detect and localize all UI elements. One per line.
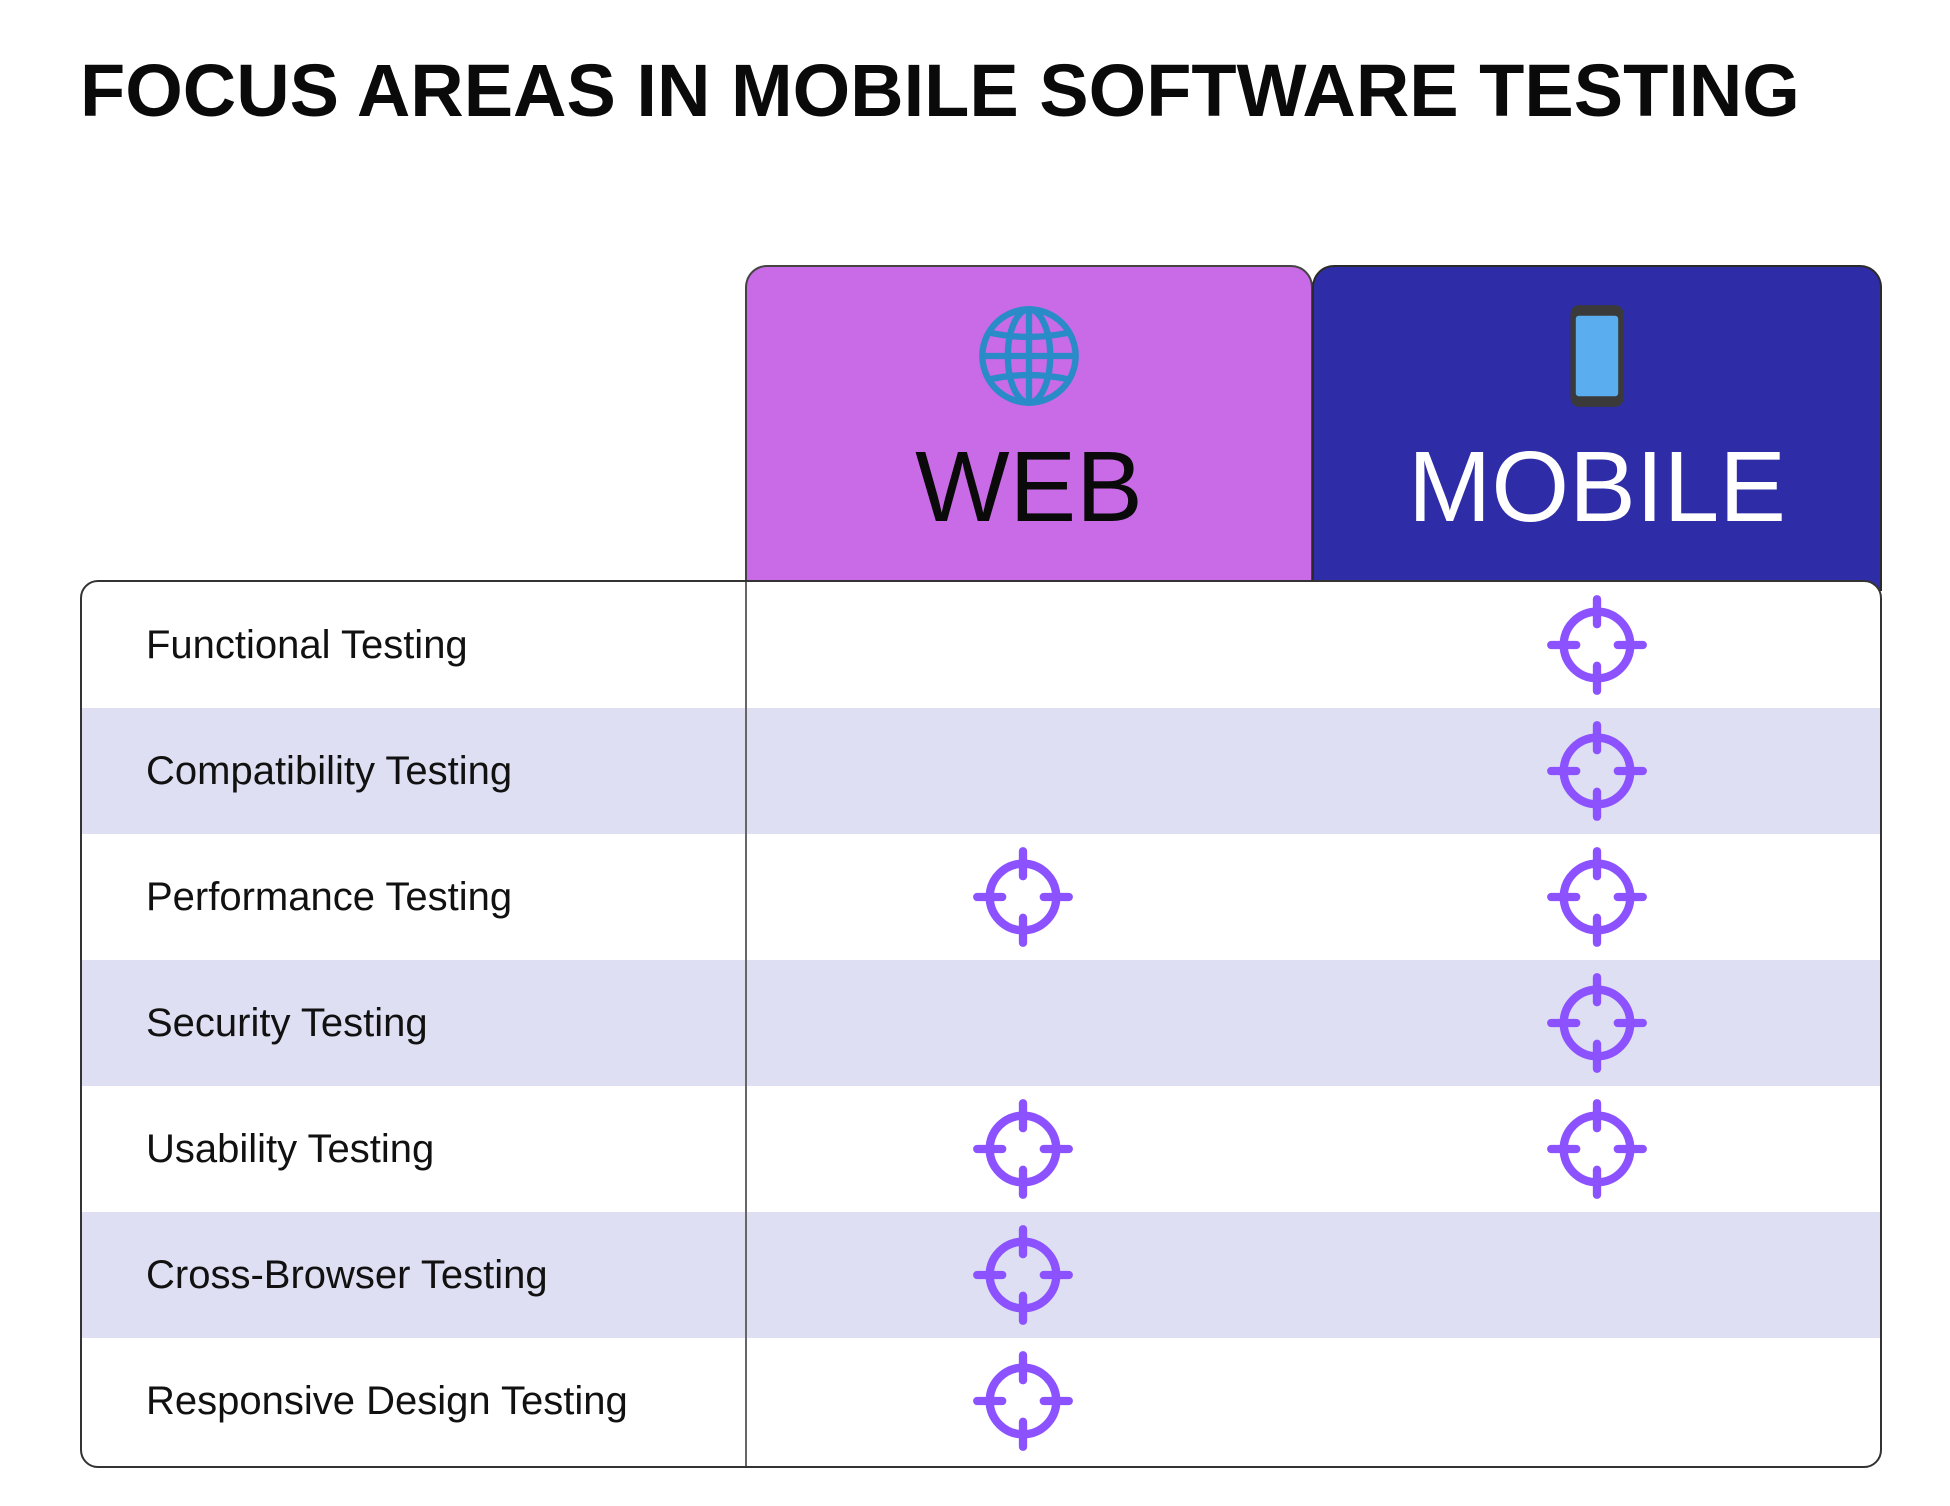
comparison-table: Functional Testing Compatibility Testing P… [80,580,1882,1468]
row-label: Responsive Design Testing [146,1379,628,1423]
row-label: Security Testing [146,1001,428,1045]
row-label: Compatibility Testing [146,749,513,793]
mobile-crosshair-target-icon [1547,595,1647,695]
mobile-crosshair-target-icon [1547,1099,1647,1199]
row-label: Functional Testing [146,623,468,667]
web-crosshair-target-icon [973,1351,1073,1451]
table-row: Performance Testing [82,834,1880,960]
column-divider [745,582,747,1466]
web-column-header: WEB [745,265,1313,591]
mobile-column-header: MOBILE [1312,265,1882,591]
mobile-column-label: MOBILE [1408,431,1786,543]
mobile-crosshair-target-icon [1547,973,1647,1073]
web-crosshair-target-icon [973,1099,1073,1199]
web-column-label: WEB [915,431,1143,543]
web-crosshair-target-icon [973,847,1073,947]
row-label: Cross-Browser Testing [146,1253,548,1297]
smartphone-icon [1570,305,1624,407]
table-row: Security Testing [82,960,1880,1086]
table-row: Cross-Browser Testing [82,1212,1880,1338]
mobile-crosshair-target-icon [1547,847,1647,947]
row-label: Usability Testing [146,1127,435,1171]
mobile-crosshair-target-icon [1547,721,1647,821]
row-label: Performance Testing [146,875,513,919]
table-row: Responsive Design Testing [82,1338,1880,1464]
page-title: FOCUS AREAS IN MOBILE SOFTWARE TESTING [80,49,1800,132]
table-row: Compatibility Testing [82,708,1880,834]
web-crosshair-target-icon [973,1225,1073,1325]
table-row: Usability Testing [82,1086,1880,1212]
table-row: Functional Testing [82,582,1880,708]
globe-icon [979,306,1079,406]
